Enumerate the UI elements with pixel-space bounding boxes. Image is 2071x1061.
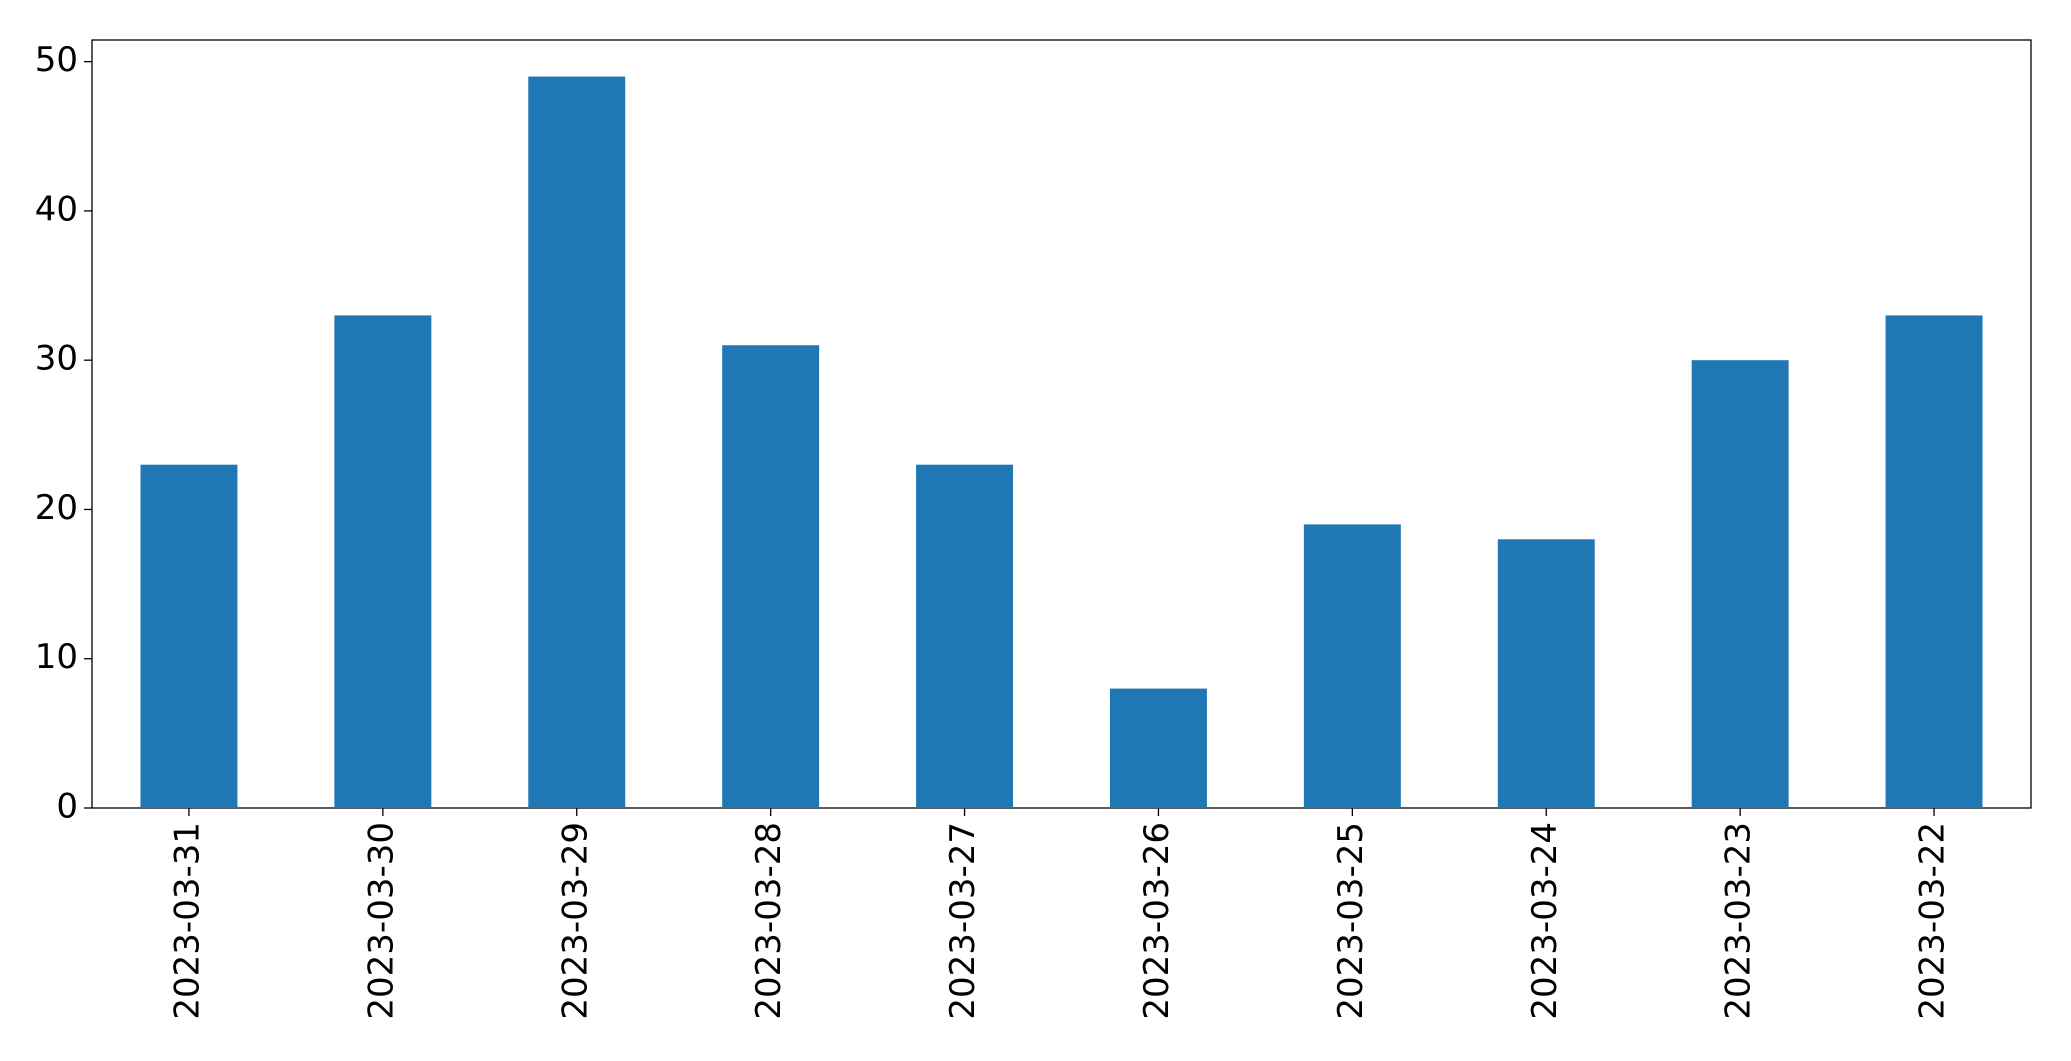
bar	[722, 345, 820, 808]
x-tick-label: 2023-03-28	[749, 822, 789, 1020]
y-tick-label: 50	[35, 40, 78, 80]
x-tick-label: 2023-03-23	[1719, 822, 1759, 1020]
bar	[916, 464, 1014, 808]
y-tick-label: 30	[35, 339, 78, 379]
bar	[1109, 688, 1207, 808]
bar	[334, 315, 432, 808]
x-tick-label: 2023-03-29	[555, 822, 595, 1020]
x-tick-label: 2023-03-31	[167, 822, 207, 1020]
bar	[1303, 524, 1401, 808]
bar	[528, 76, 626, 809]
x-tick-label: 2023-03-27	[943, 822, 983, 1020]
bar	[1885, 315, 1983, 808]
bar	[1497, 539, 1595, 808]
bar	[140, 464, 238, 808]
x-tick-label: 2023-03-24	[1525, 822, 1565, 1020]
y-tick-label: 20	[35, 488, 78, 528]
bar	[1691, 360, 1789, 808]
y-tick-label: 40	[35, 189, 78, 229]
x-tick-label: 2023-03-25	[1331, 822, 1371, 1020]
y-tick-label: 10	[35, 637, 78, 677]
plot-frame	[91, 39, 2032, 809]
x-tick-label: 2023-03-30	[361, 822, 401, 1020]
x-tick-label: 2023-03-22	[1913, 822, 1953, 1020]
x-tick-label: 2023-03-26	[1137, 822, 1177, 1020]
y-tick-label: 0	[56, 787, 78, 827]
